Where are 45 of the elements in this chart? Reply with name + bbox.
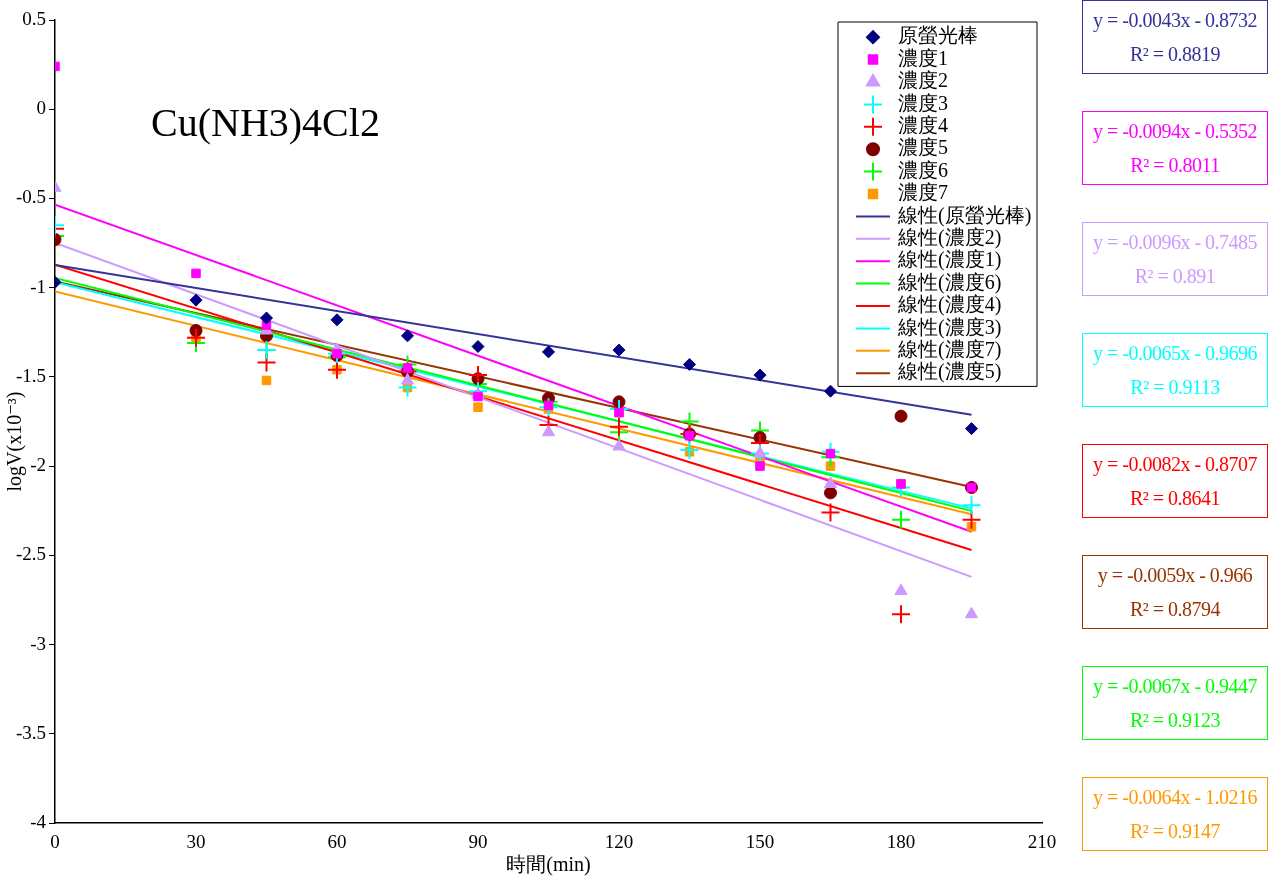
legend-label: 濃度7 xyxy=(898,181,948,204)
legend-label: 線性(濃度5) xyxy=(897,360,1002,384)
legend-label: 線性(濃度4) xyxy=(897,293,1002,317)
text: y = -0.0065x - 0.9696 R² = 0.9113 xyxy=(1082,333,1268,407)
text: y = -0.0082x - 0.8707 R² = 0.8641 xyxy=(1082,444,1268,518)
x-tick-label: 120 xyxy=(604,831,634,853)
legend-label: 濃度6 xyxy=(898,158,948,181)
legend-label: 線性(濃度2) xyxy=(897,226,1002,250)
y-tick-label: -3 xyxy=(30,632,46,654)
text: y = -0.0059x - 0.966 R² = 0.8794 xyxy=(1082,555,1268,629)
legend-label: 濃度1 xyxy=(898,46,948,69)
text: y = -0.0067x - 0.9447 R² = 0.9123 xyxy=(1082,666,1268,740)
legend-label: 線性(濃度6) xyxy=(897,270,1002,294)
y-tick-label: -2 xyxy=(30,454,46,476)
y-tick-label: -0.5 xyxy=(15,186,46,208)
legend-label: 線性(濃度3) xyxy=(897,315,1002,339)
y-tick-label: -1 xyxy=(30,275,46,297)
text: y = -0.0096x - 0.7485 R² = 0.891 xyxy=(1082,222,1268,296)
text: y = -0.0043x - 0.8732 R² = 0.8819 xyxy=(1082,0,1268,74)
y-tick-label: -2.5 xyxy=(15,543,46,565)
legend-label: 濃度3 xyxy=(898,91,948,114)
legend-label: 線性(濃度1) xyxy=(897,248,1002,272)
x-tick-label: 210 xyxy=(1027,831,1057,853)
x-axis-title: 時間(min) xyxy=(506,853,591,876)
legend-label: 原螢光棒 xyxy=(898,24,978,47)
y-tick-label: 0.5 xyxy=(22,7,46,29)
x-tick-label: 30 xyxy=(186,831,206,853)
x-tick-label: 150 xyxy=(745,831,775,853)
legend-label: 濃度4 xyxy=(898,114,948,137)
y-tick-label: -1.5 xyxy=(15,364,46,386)
x-tick-label: 180 xyxy=(886,831,916,853)
y-tick-label: -3.5 xyxy=(15,721,46,743)
y-tick-label: 0 xyxy=(36,97,46,119)
legend-label: 濃度2 xyxy=(898,69,948,92)
y-axis-title: logV(x10⁻³) xyxy=(3,391,27,492)
legend-label: 線性(原螢光棒) xyxy=(897,203,1032,227)
text: Cu(NH3)4Cl2 xyxy=(151,99,380,145)
x-tick-label: 60 xyxy=(327,831,347,853)
text: y = -0.0064x - 1.0216 R² = 0.9147 xyxy=(1082,777,1268,851)
x-tick-label: 0 xyxy=(50,831,60,853)
text: y = -0.0094x - 0.5352 R² = 0.8011 xyxy=(1082,111,1268,185)
legend-label: 濃度5 xyxy=(898,136,948,159)
legend-label: 線性(濃度7) xyxy=(897,338,1002,362)
y-tick-label: -4 xyxy=(30,810,47,832)
x-tick-label: 90 xyxy=(468,831,488,853)
